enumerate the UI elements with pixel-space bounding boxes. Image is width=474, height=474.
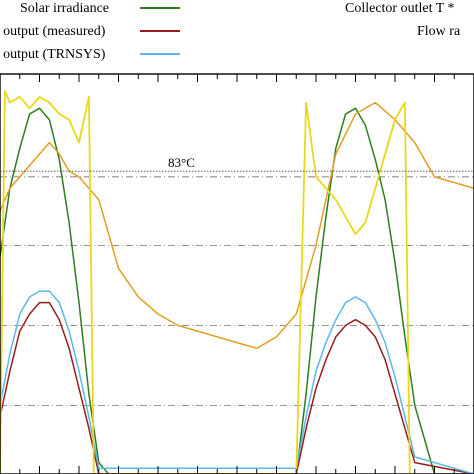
- data-series-group: [0, 90, 474, 474]
- reference-label-1: 83°C: [168, 155, 195, 170]
- legend-label-1: Solar irradiance: [20, 1, 109, 16]
- legend-label-3: r output (TRNSYS): [0, 47, 106, 62]
- series-line-5: [0, 90, 415, 474]
- series-line-1: [0, 107, 474, 474]
- legend-label-5: Flow ra: [417, 24, 461, 39]
- legend-label-4: Collector outlet T *: [345, 1, 455, 16]
- legend-label-2: r output (measured): [0, 24, 106, 39]
- grid-lines: [0, 176, 474, 406]
- legend: Solar irradiance r output (measured) r out…: [0, 1, 461, 62]
- series-line-2: [0, 301, 474, 474]
- annotations: 83°C: [0, 155, 474, 172]
- series-line-4: [0, 101, 474, 350]
- series-line-3: [0, 290, 474, 474]
- axis-ticks: [0, 74, 474, 474]
